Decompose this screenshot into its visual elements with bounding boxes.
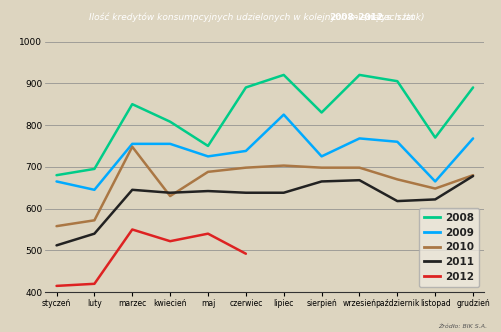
2009 — [129, 142, 135, 146]
2011 — [129, 188, 135, 192]
2011 — [394, 199, 400, 203]
2011 — [204, 189, 210, 193]
2009 — [394, 140, 400, 144]
2011 — [280, 191, 286, 195]
Text: Źródło: BIK S.A.: Źródło: BIK S.A. — [437, 324, 486, 329]
2009 — [54, 180, 60, 184]
2009 — [204, 154, 210, 158]
2009 — [167, 142, 173, 146]
2011 — [167, 191, 173, 195]
Text: 2008–2012: 2008–2012 — [329, 13, 383, 22]
2010 — [394, 177, 400, 181]
2011 — [356, 178, 362, 182]
2008 — [204, 144, 210, 148]
2009 — [280, 113, 286, 117]
Legend: 2008, 2009, 2010, 2011, 2012: 2008, 2009, 2010, 2011, 2012 — [418, 208, 478, 287]
2009 — [431, 180, 437, 184]
2008 — [129, 102, 135, 106]
2012 — [167, 239, 173, 243]
2010 — [431, 187, 437, 191]
2010 — [54, 224, 60, 228]
2008 — [394, 79, 400, 83]
2008 — [54, 173, 60, 177]
2011 — [242, 191, 248, 195]
2010 — [356, 166, 362, 170]
2008 — [356, 73, 362, 77]
Line: 2009: 2009 — [57, 115, 472, 190]
2012 — [54, 284, 60, 288]
2009 — [242, 149, 248, 153]
2009 — [356, 136, 362, 140]
2008 — [469, 85, 475, 89]
2012 — [129, 227, 135, 231]
Text: (w tys. sztuk): (w tys. sztuk) — [360, 13, 423, 22]
2011 — [431, 198, 437, 202]
2012 — [91, 282, 97, 286]
2010 — [167, 194, 173, 198]
2009 — [318, 154, 324, 158]
Text: Ilość kredytów konsumpcyjnych udzielonych w kolejnych miesiącach lat: Ilość kredytów konsumpcyjnych udzielonyc… — [89, 13, 416, 22]
Line: 2008: 2008 — [57, 75, 472, 175]
2012 — [204, 232, 210, 236]
Line: 2010: 2010 — [57, 147, 472, 226]
2012 — [242, 252, 248, 256]
2008 — [318, 111, 324, 115]
2008 — [431, 135, 437, 139]
2010 — [91, 218, 97, 222]
2011 — [54, 243, 60, 247]
2008 — [91, 167, 97, 171]
2010 — [242, 166, 248, 170]
Line: 2011: 2011 — [57, 176, 472, 245]
2011 — [91, 232, 97, 236]
2010 — [318, 166, 324, 170]
2011 — [469, 174, 475, 178]
2011 — [318, 180, 324, 184]
2010 — [204, 170, 210, 174]
2008 — [280, 73, 286, 77]
Line: 2012: 2012 — [57, 229, 245, 286]
2009 — [469, 136, 475, 140]
2010 — [469, 173, 475, 177]
2010 — [129, 145, 135, 149]
2010 — [280, 164, 286, 168]
2008 — [242, 85, 248, 89]
2009 — [91, 188, 97, 192]
2008 — [167, 120, 173, 124]
